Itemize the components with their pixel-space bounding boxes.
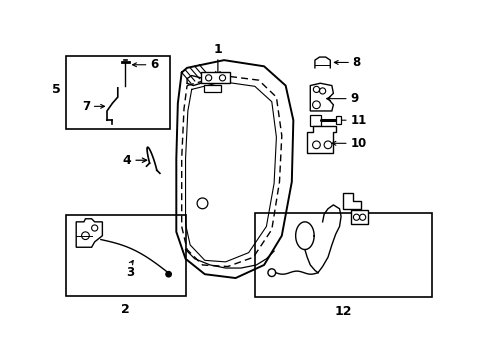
Polygon shape <box>343 193 360 209</box>
Bar <box>66 56 170 130</box>
Bar <box>336 116 341 124</box>
Bar <box>350 210 367 224</box>
Bar <box>310 115 321 126</box>
Text: 10: 10 <box>349 137 366 150</box>
Bar <box>203 85 221 93</box>
Text: 12: 12 <box>334 305 351 318</box>
Text: 2: 2 <box>121 303 130 316</box>
Text: 11: 11 <box>349 114 366 127</box>
Text: 3: 3 <box>126 266 134 279</box>
Bar <box>66 215 185 296</box>
Text: 1: 1 <box>213 42 222 55</box>
Polygon shape <box>310 83 333 111</box>
Text: 9: 9 <box>349 92 358 105</box>
Bar <box>254 213 431 297</box>
Bar <box>201 72 230 83</box>
Circle shape <box>165 271 171 277</box>
Text: 5: 5 <box>52 83 61 96</box>
Text: 8: 8 <box>352 56 360 69</box>
Polygon shape <box>306 126 335 153</box>
Text: 6: 6 <box>150 58 158 71</box>
Text: 4: 4 <box>122 154 131 167</box>
Text: 7: 7 <box>82 100 90 113</box>
Polygon shape <box>76 219 102 247</box>
